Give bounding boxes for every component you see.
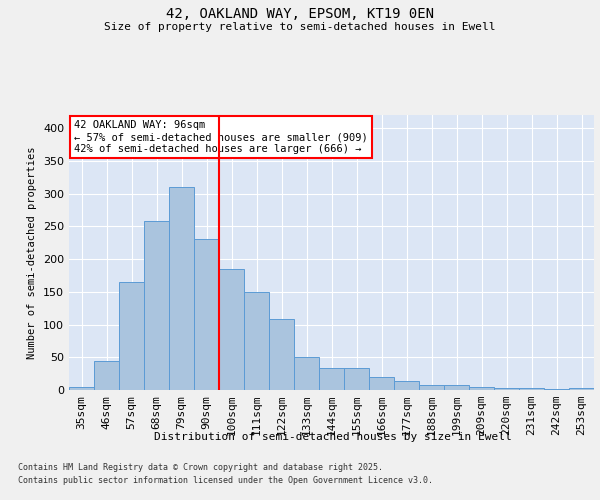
- Bar: [69, 386, 94, 390]
- Bar: [319, 368, 344, 390]
- Text: 42 OAKLAND WAY: 96sqm
← 57% of semi-detached houses are smaller (909)
42% of sem: 42 OAKLAND WAY: 96sqm ← 57% of semi-deta…: [74, 120, 368, 154]
- Text: Distribution of semi-detached houses by size in Ewell: Distribution of semi-detached houses by …: [154, 432, 512, 442]
- Text: Contains public sector information licensed under the Open Government Licence v3: Contains public sector information licen…: [18, 476, 433, 485]
- Text: Contains HM Land Registry data © Crown copyright and database right 2025.: Contains HM Land Registry data © Crown c…: [18, 462, 383, 471]
- Bar: [144, 221, 169, 390]
- Bar: [519, 388, 544, 390]
- Bar: [169, 187, 194, 390]
- Bar: [544, 388, 569, 390]
- Bar: [469, 386, 494, 390]
- Bar: [569, 388, 594, 390]
- Bar: [444, 385, 469, 390]
- Bar: [269, 320, 294, 390]
- Bar: [94, 360, 119, 390]
- Bar: [344, 368, 369, 390]
- Bar: [119, 282, 144, 390]
- Text: Size of property relative to semi-detached houses in Ewell: Size of property relative to semi-detach…: [104, 22, 496, 32]
- Y-axis label: Number of semi-detached properties: Number of semi-detached properties: [28, 146, 37, 359]
- Bar: [494, 388, 519, 390]
- Bar: [244, 292, 269, 390]
- Bar: [294, 358, 319, 390]
- Text: 42, OAKLAND WAY, EPSOM, KT19 0EN: 42, OAKLAND WAY, EPSOM, KT19 0EN: [166, 8, 434, 22]
- Bar: [194, 240, 219, 390]
- Bar: [419, 385, 444, 390]
- Bar: [369, 377, 394, 390]
- Bar: [219, 269, 244, 390]
- Bar: [394, 382, 419, 390]
